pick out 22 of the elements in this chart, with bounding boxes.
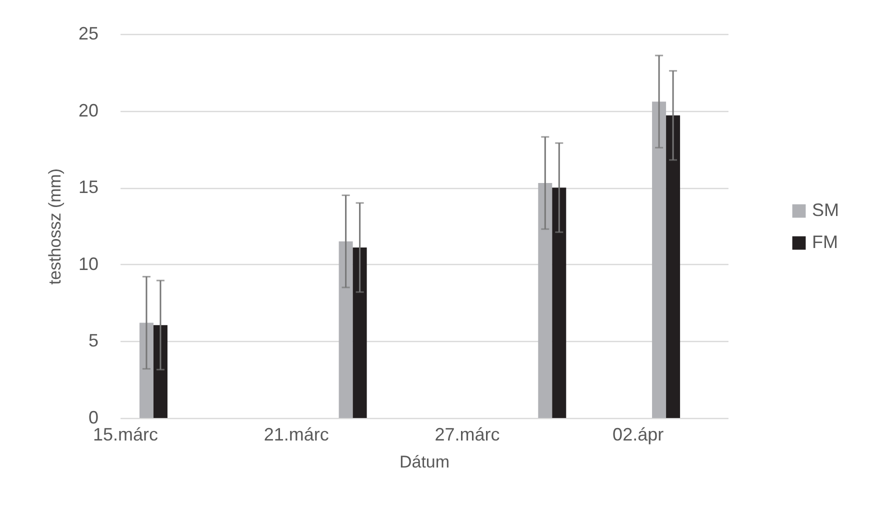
y-tick-label: 25 — [78, 24, 98, 44]
bar — [552, 188, 566, 418]
bar — [666, 115, 680, 418]
y-tick-label: 20 — [78, 100, 98, 120]
bar — [153, 325, 168, 418]
bar — [338, 241, 353, 418]
bar — [352, 248, 367, 418]
bar — [139, 322, 154, 418]
legend-label: SM — [812, 200, 839, 220]
x-tick-label: 15.márc — [92, 424, 158, 444]
legend-label: FM — [812, 232, 838, 252]
y-tick-label: 5 — [88, 330, 98, 351]
x-tick-label: 27.márc — [434, 424, 500, 444]
bar — [652, 102, 666, 418]
x-tick-label: 21.márc — [264, 424, 329, 444]
y-tick-label: 0 — [88, 408, 98, 428]
x-axis-title: Dátum — [399, 452, 450, 472]
x-tick-label: 02.ápr — [612, 424, 664, 444]
y-tick-label: 10 — [78, 254, 98, 274]
y-axis-title: testhossz (mm) — [45, 168, 64, 285]
bar — [538, 182, 552, 418]
y-tick-label: 15 — [78, 177, 98, 198]
